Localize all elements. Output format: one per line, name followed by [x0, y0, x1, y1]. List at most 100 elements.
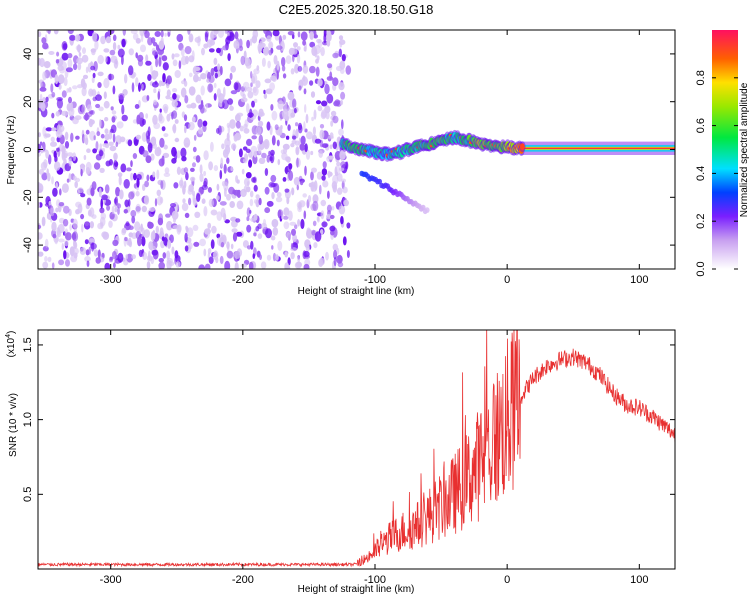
colorbar-tick-label: 0.2: [695, 214, 707, 229]
noise-speckle: [95, 94, 102, 101]
noise-speckle: [339, 42, 343, 48]
noise-speckle: [184, 232, 188, 243]
noise-speckle: [184, 46, 192, 55]
spectrogram-ytick-label: -20: [22, 189, 34, 205]
noise-speckle: [60, 61, 67, 71]
noise-speckle: [154, 70, 159, 78]
noise-speckle: [58, 238, 65, 243]
snr-frame: [37, 329, 676, 570]
noise-speckle: [316, 171, 323, 180]
noise-speckle: [257, 120, 264, 127]
noise-speckle: [98, 106, 104, 112]
noise-speckle: [56, 51, 60, 57]
noise-speckle: [142, 252, 148, 260]
noise-speckle: [306, 131, 313, 140]
noise-speckle: [95, 257, 101, 264]
noise-speckle: [186, 227, 194, 238]
noise-speckle: [67, 30, 74, 35]
noise-speckle: [203, 177, 208, 187]
noise-speckle: [44, 256, 48, 262]
noise-speckle: [97, 71, 104, 77]
noise-speckle: [110, 55, 118, 63]
noise-speckle: [267, 60, 271, 69]
noise-speckle: [77, 62, 82, 71]
noise-speckle: [282, 73, 287, 79]
noise-speckle: [111, 110, 117, 115]
noise-speckle: [118, 175, 122, 186]
noise-speckle: [80, 168, 83, 177]
noise-speckle: [246, 216, 250, 222]
noise-speckle: [327, 190, 330, 199]
noise-speckle: [78, 52, 82, 57]
colorbar-tick-label: 0.0: [695, 261, 707, 276]
noise-speckle: [140, 44, 146, 53]
noise-speckle: [172, 225, 180, 230]
noise-speckle: [77, 203, 83, 214]
noise-speckle: [312, 220, 317, 227]
noise-speckle: [125, 254, 128, 260]
noise-speckle: [312, 194, 319, 204]
noise-speckle: [224, 30, 228, 35]
noise-speckle: [253, 98, 258, 103]
noise-speckle: [236, 200, 244, 210]
noise-speckle: [66, 103, 72, 112]
noise-speckle: [172, 93, 177, 100]
noise-speckle: [240, 97, 248, 103]
noise-speckle: [252, 253, 256, 259]
noise-speckle: [319, 184, 322, 195]
noise-speckle: [158, 80, 162, 87]
noise-speckle: [252, 86, 259, 96]
noise-speckle: [180, 147, 187, 158]
noise-speckle: [260, 42, 266, 48]
noise-speckle: [66, 152, 74, 157]
noise-speckle: [138, 249, 143, 258]
spectrogram-xtick-label: -200: [232, 274, 254, 286]
noise-speckle: [302, 193, 308, 198]
noise-speckle: [282, 34, 287, 40]
noise-speckle: [208, 48, 215, 53]
noise-speckle: [271, 110, 278, 121]
noise-speckle: [93, 249, 99, 257]
spectrogram-ytick-label: 0: [22, 146, 34, 152]
noise-speckle: [42, 261, 49, 269]
noise-speckle: [46, 168, 49, 178]
noise-speckle: [105, 36, 112, 44]
noise-speckle: [249, 38, 253, 46]
noise-speckle: [67, 53, 73, 59]
noise-speckle: [154, 198, 158, 207]
noise-speckle: [207, 83, 214, 93]
noise-speckle: [315, 66, 320, 77]
noise-speckle: [201, 184, 208, 190]
noise-speckle: [220, 157, 224, 168]
noise-speckle: [309, 41, 316, 48]
noise-speckle: [149, 207, 156, 213]
noise-speckle: [184, 95, 189, 104]
noise-speckle: [233, 189, 241, 196]
snr-panel: -300 -200 -100 0 100 0.5 1.0 1.5 Height of str…: [5, 329, 676, 595]
noise-speckle: [309, 65, 316, 74]
noise-speckle: [268, 150, 271, 157]
snr-ytick-label: 1.0: [22, 412, 34, 427]
noise-speckle: [141, 132, 148, 142]
noise-speckle: [311, 167, 317, 173]
noise-speckle: [220, 65, 223, 76]
noise-speckle: [110, 106, 114, 111]
noise-speckle: [117, 44, 121, 50]
noise-speckle: [233, 40, 240, 49]
noise-speckle: [50, 207, 55, 217]
noise-speckle: [74, 34, 81, 42]
noise-speckle: [275, 196, 283, 203]
noise-speckle: [104, 133, 110, 141]
noise-speckle: [204, 228, 211, 235]
noise-speckle: [89, 221, 94, 229]
noise-speckle: [235, 114, 241, 122]
noise-speckle: [142, 118, 146, 126]
noise-speckle: [253, 184, 258, 192]
noise-speckle: [329, 214, 335, 220]
noise-speckle: [342, 186, 348, 194]
noise-speckle: [93, 162, 101, 170]
noise-speckle: [176, 166, 181, 175]
noise-speckle: [283, 215, 289, 220]
noise-speckle: [242, 240, 249, 248]
noise-speckle: [226, 250, 234, 259]
